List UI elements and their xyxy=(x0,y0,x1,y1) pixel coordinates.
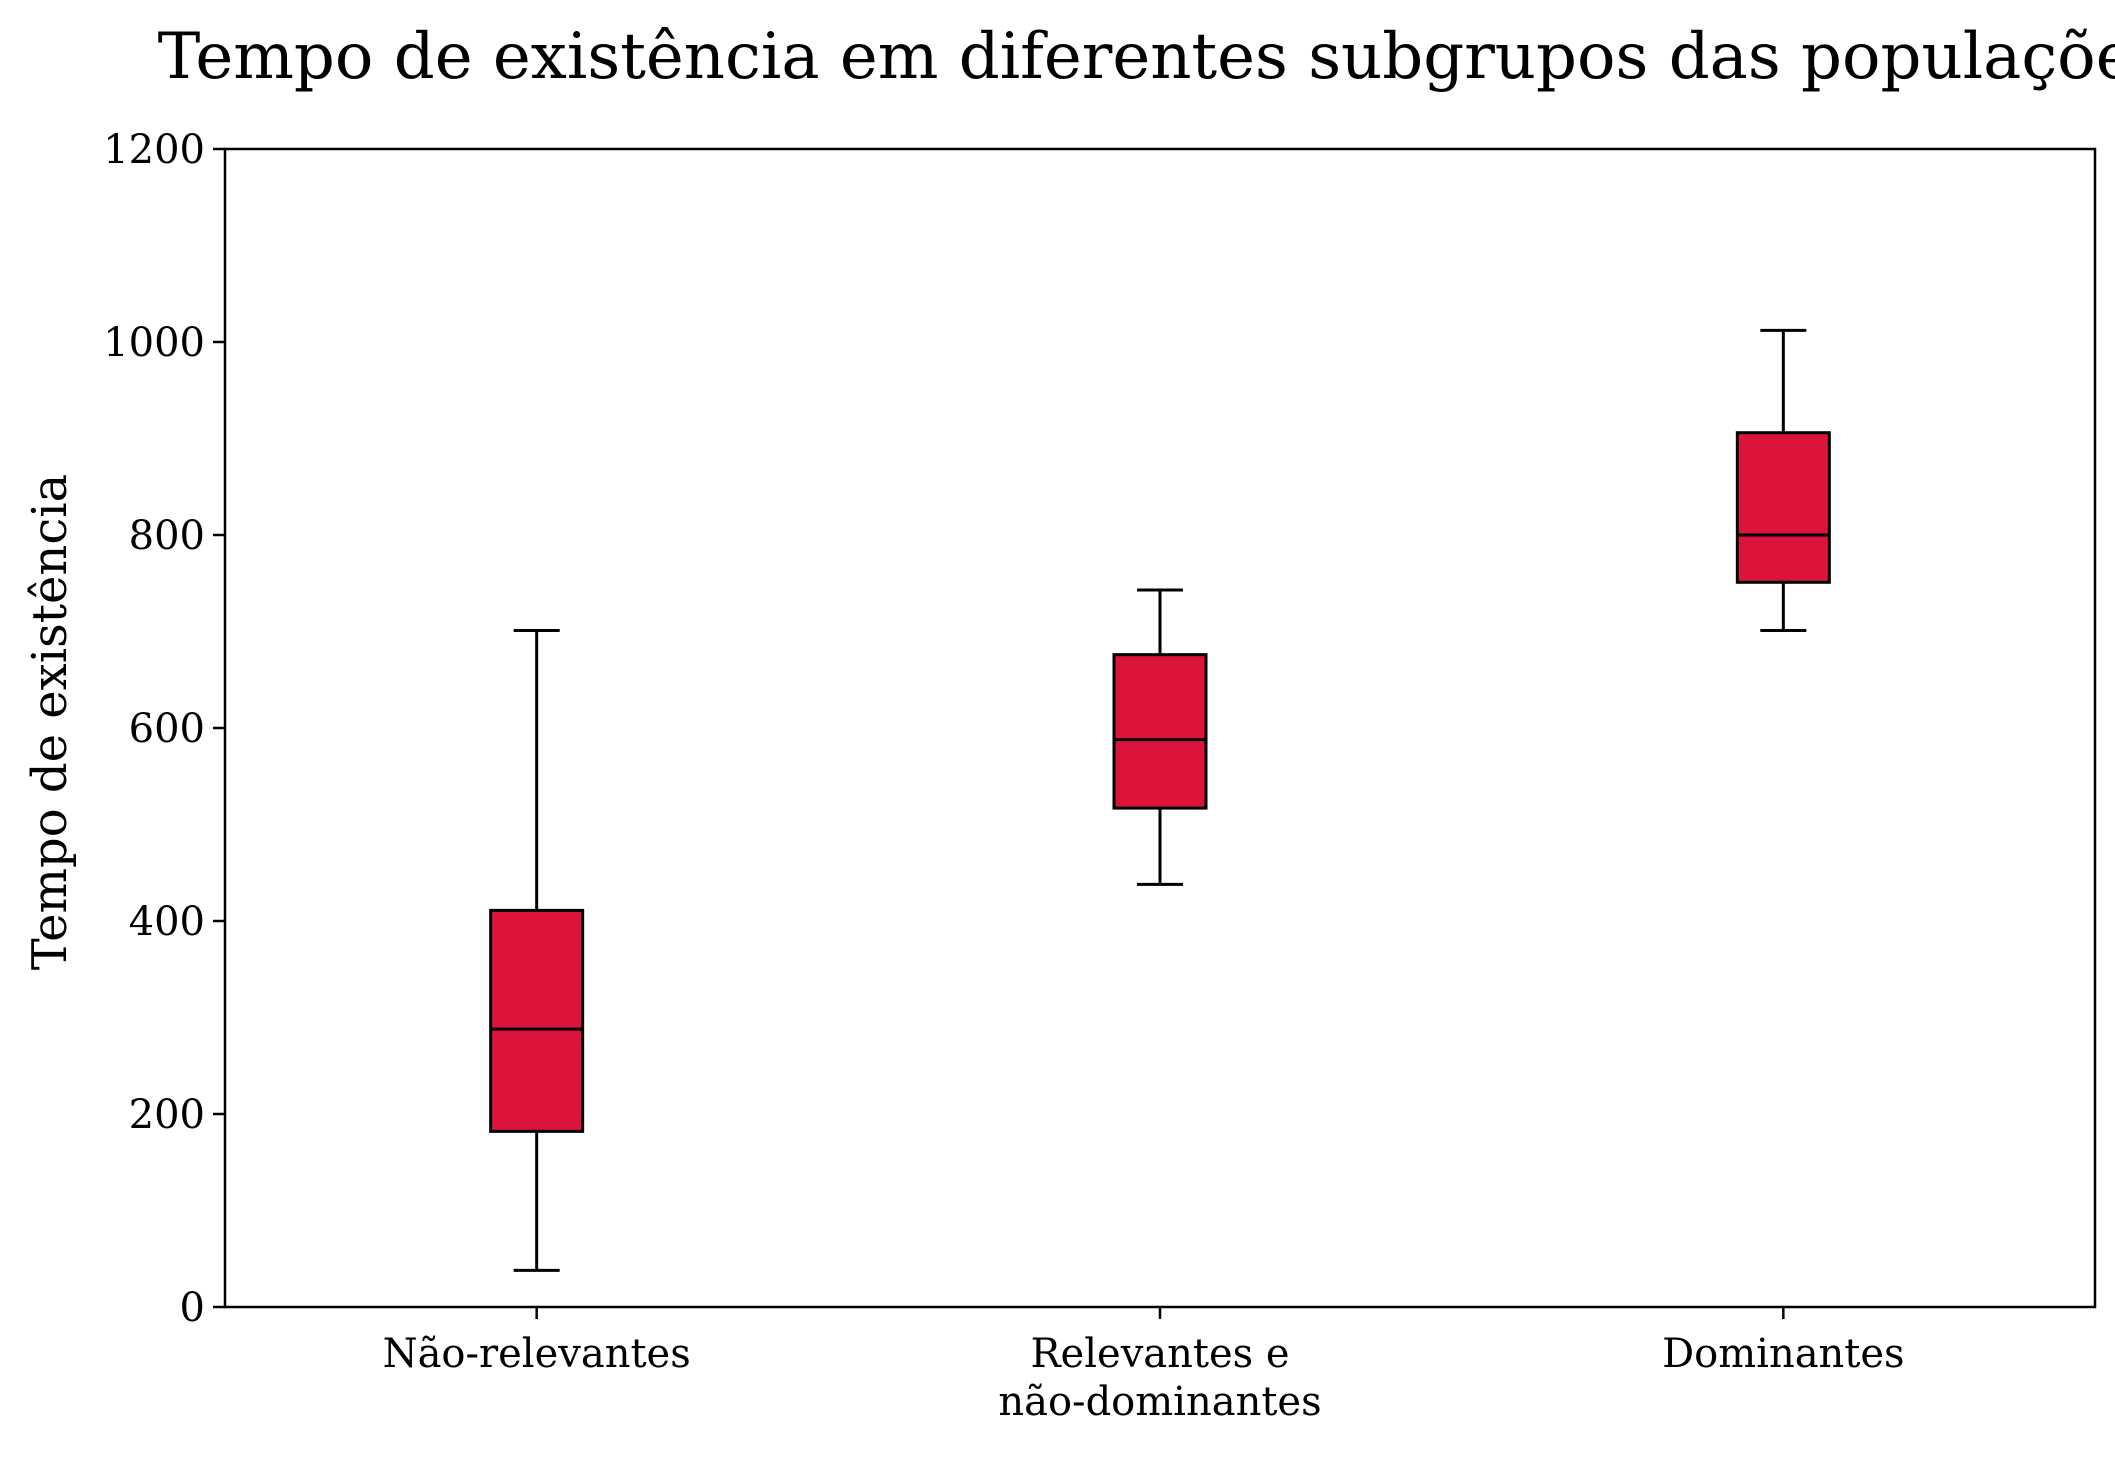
x-tick-label-line: Relevantes e xyxy=(1030,1331,1289,1377)
y-tick-label: 1000 xyxy=(103,320,205,366)
x-tick-label: Relevantes e não-dominantes xyxy=(998,1331,1321,1425)
y-tick-label: 0 xyxy=(180,1285,205,1331)
y-tick-label: 1200 xyxy=(103,127,205,173)
y-tick-label: 600 xyxy=(129,706,205,752)
y-tick-label: 200 xyxy=(129,1092,205,1138)
x-tick-label-line: Dominantes xyxy=(1662,1331,1905,1377)
plot-frame xyxy=(223,147,2097,1309)
plot-area: 0 200 400 600 800 1000 1200 Não-relevantes Relev… xyxy=(103,127,1904,1425)
x-tick-label-line: não-dominantes xyxy=(998,1379,1321,1425)
y-axis-label: Tempo de existência xyxy=(22,474,78,970)
y-tick-label: 800 xyxy=(129,513,205,559)
box xyxy=(1735,431,1831,584)
x-tick-label-line: Não-relevantes xyxy=(383,1331,691,1377)
box xyxy=(1112,653,1208,810)
x-tick-label: Dominantes xyxy=(1662,1331,1905,1377)
y-tick-label: 400 xyxy=(129,899,205,945)
x-tick-label: Não-relevantes xyxy=(383,1331,691,1377)
box xyxy=(489,908,585,1133)
chart-title: Tempo de existência em diferentes subgru… xyxy=(158,20,2115,94)
